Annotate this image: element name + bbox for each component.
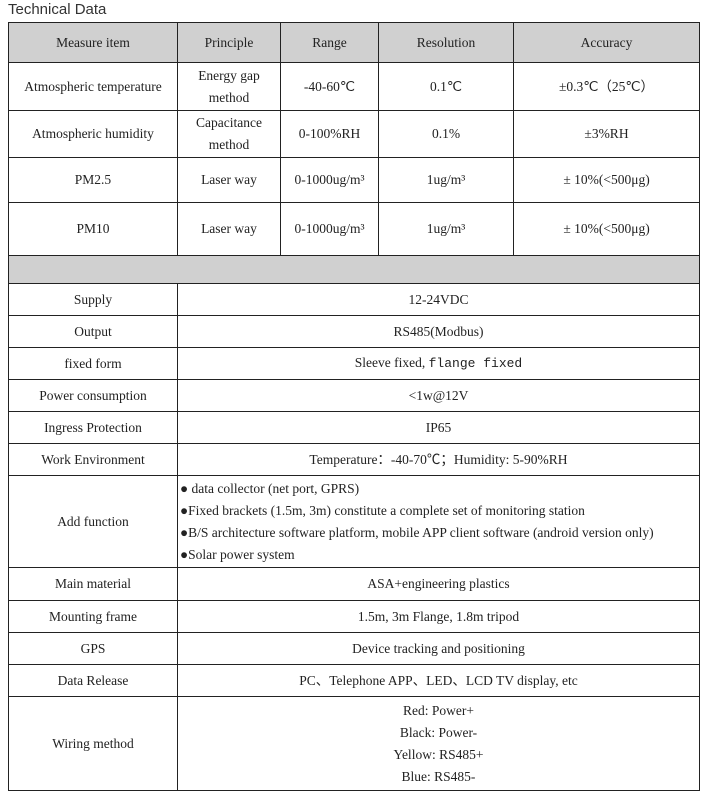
list-item: Red: Power+ <box>403 702 474 718</box>
list-item: ●Solar power system <box>180 546 295 562</box>
spec-row: Power consumption <1w@12V <box>8 379 700 412</box>
header-cell: Range <box>280 22 379 63</box>
principle: Laser way <box>177 202 281 256</box>
resolution: 0.1% <box>378 110 514 158</box>
resolution: 1ug/m³ <box>378 157 514 203</box>
list-item: ●Fixed brackets (1.5m, 3m) constitute a … <box>180 502 585 518</box>
resolution: 1ug/m³ <box>378 202 514 256</box>
spec-label: Output <box>8 315 178 348</box>
spec-label: Ingress Protection <box>8 411 178 444</box>
spec-label: fixed form <box>8 347 178 380</box>
section-title: Technical Data <box>8 1 107 18</box>
separator-row <box>8 255 700 284</box>
spec-row: Work Environment Temperature：-40-70℃；Hum… <box>8 443 700 476</box>
principle: Capacitance method <box>177 110 281 158</box>
list-item: Blue: RS485- <box>401 768 476 784</box>
table-header-row: Measure item Principle Range Resolution … <box>8 22 700 63</box>
principle: Energy gap method <box>177 62 281 111</box>
spec-value: IP65 <box>177 411 700 444</box>
spec-label: Power consumption <box>8 379 178 412</box>
resolution: 0.1℃ <box>378 62 514 111</box>
header-cell: Accuracy <box>513 22 700 63</box>
spec-value: Sleeve fixed, flange fixed <box>177 347 700 380</box>
measure-item: PM10 <box>8 202 178 256</box>
list-item: ● data collector (net port, GPRS) <box>180 480 360 496</box>
header-cell: Resolution <box>378 22 514 63</box>
spec-row: Mounting frame 1.5m, 3m Flange, 1.8m tri… <box>8 600 700 633</box>
spec-row: Supply 12-24VDC <box>8 283 700 316</box>
range: 0-1000ug/m³ <box>280 157 379 203</box>
range: 0-1000ug/m³ <box>280 202 379 256</box>
spec-label: Mounting frame <box>8 600 178 633</box>
spec-row: Main material ASA+engineering plastics <box>8 567 700 601</box>
spec-row: fixed form Sleeve fixed, flange fixed <box>8 347 700 380</box>
spec-label: Main material <box>8 567 178 601</box>
spec-label: Add function <box>8 475 178 568</box>
technical-data-table: Measure item Principle Range Resolution … <box>8 22 700 791</box>
header-cell: Principle <box>177 22 281 63</box>
spec-value: Device tracking and positioning <box>177 632 700 665</box>
list-item: ●B/S architecture software platform, mob… <box>180 524 654 540</box>
spec-label: Wiring method <box>8 696 178 791</box>
measure-item: PM2.5 <box>8 157 178 203</box>
spec-value: ASA+engineering plastics <box>177 567 700 601</box>
spec-value: 1.5m, 3m Flange, 1.8m tripod <box>177 600 700 633</box>
spec-label: Data Release <box>8 664 178 697</box>
table-row: PM2.5 Laser way 0-1000ug/m³ 1ug/m³ ± 10%… <box>8 157 700 203</box>
spec-value: RS485(Modbus) <box>177 315 700 348</box>
header-cell: Measure item <box>8 22 178 63</box>
range: 0-100%RH <box>280 110 379 158</box>
spec-value: Temperature：-40-70℃；Humidity: 5-90%RH <box>177 443 700 476</box>
spec-value-a: Sleeve fixed, <box>354 355 426 370</box>
spec-row: Output RS485(Modbus) <box>8 315 700 348</box>
range: -40-60℃ <box>280 62 379 111</box>
spec-row: Ingress Protection IP65 <box>8 411 700 444</box>
accuracy: ± 10%(<500μg) <box>513 157 700 203</box>
spec-value-b: flange fixed <box>428 356 523 371</box>
spec-label: Supply <box>8 283 178 316</box>
spec-value-list: ● data collector (net port, GPRS) ●Fixed… <box>177 475 700 568</box>
spec-label: GPS <box>8 632 178 665</box>
list-item: Black: Power- <box>399 724 478 740</box>
measure-item: Atmospheric temperature <box>8 62 178 111</box>
spec-row: Wiring method Red: Power+ Black: Power- … <box>8 696 700 791</box>
spec-value: PC、Telephone APP、LED、LCD TV display, etc <box>177 664 700 697</box>
list-item: Yellow: RS485+ <box>393 746 484 762</box>
table-row: Atmospheric humidity Capacitance method … <box>8 110 700 158</box>
spec-row: GPS Device tracking and positioning <box>8 632 700 665</box>
accuracy: ± 10%(<500μg) <box>513 202 700 256</box>
accuracy: ±3%RH <box>513 110 700 158</box>
separator-cell <box>8 255 700 284</box>
spec-row: Add function ● data collector (net port,… <box>8 475 700 568</box>
principle: Laser way <box>177 157 281 203</box>
spec-value-list: Red: Power+ Black: Power- Yellow: RS485+… <box>177 696 700 791</box>
spec-label: Work Environment <box>8 443 178 476</box>
accuracy: ±0.3℃（25℃） <box>513 62 700 111</box>
measure-item: Atmospheric humidity <box>8 110 178 158</box>
spec-row: Data Release PC、Telephone APP、LED、LCD TV… <box>8 664 700 697</box>
table-row: Atmospheric temperature Energy gap metho… <box>8 62 700 111</box>
spec-value: <1w@12V <box>177 379 700 412</box>
spec-value: 12-24VDC <box>177 283 700 316</box>
table-row: PM10 Laser way 0-1000ug/m³ 1ug/m³ ± 10%(… <box>8 202 700 256</box>
